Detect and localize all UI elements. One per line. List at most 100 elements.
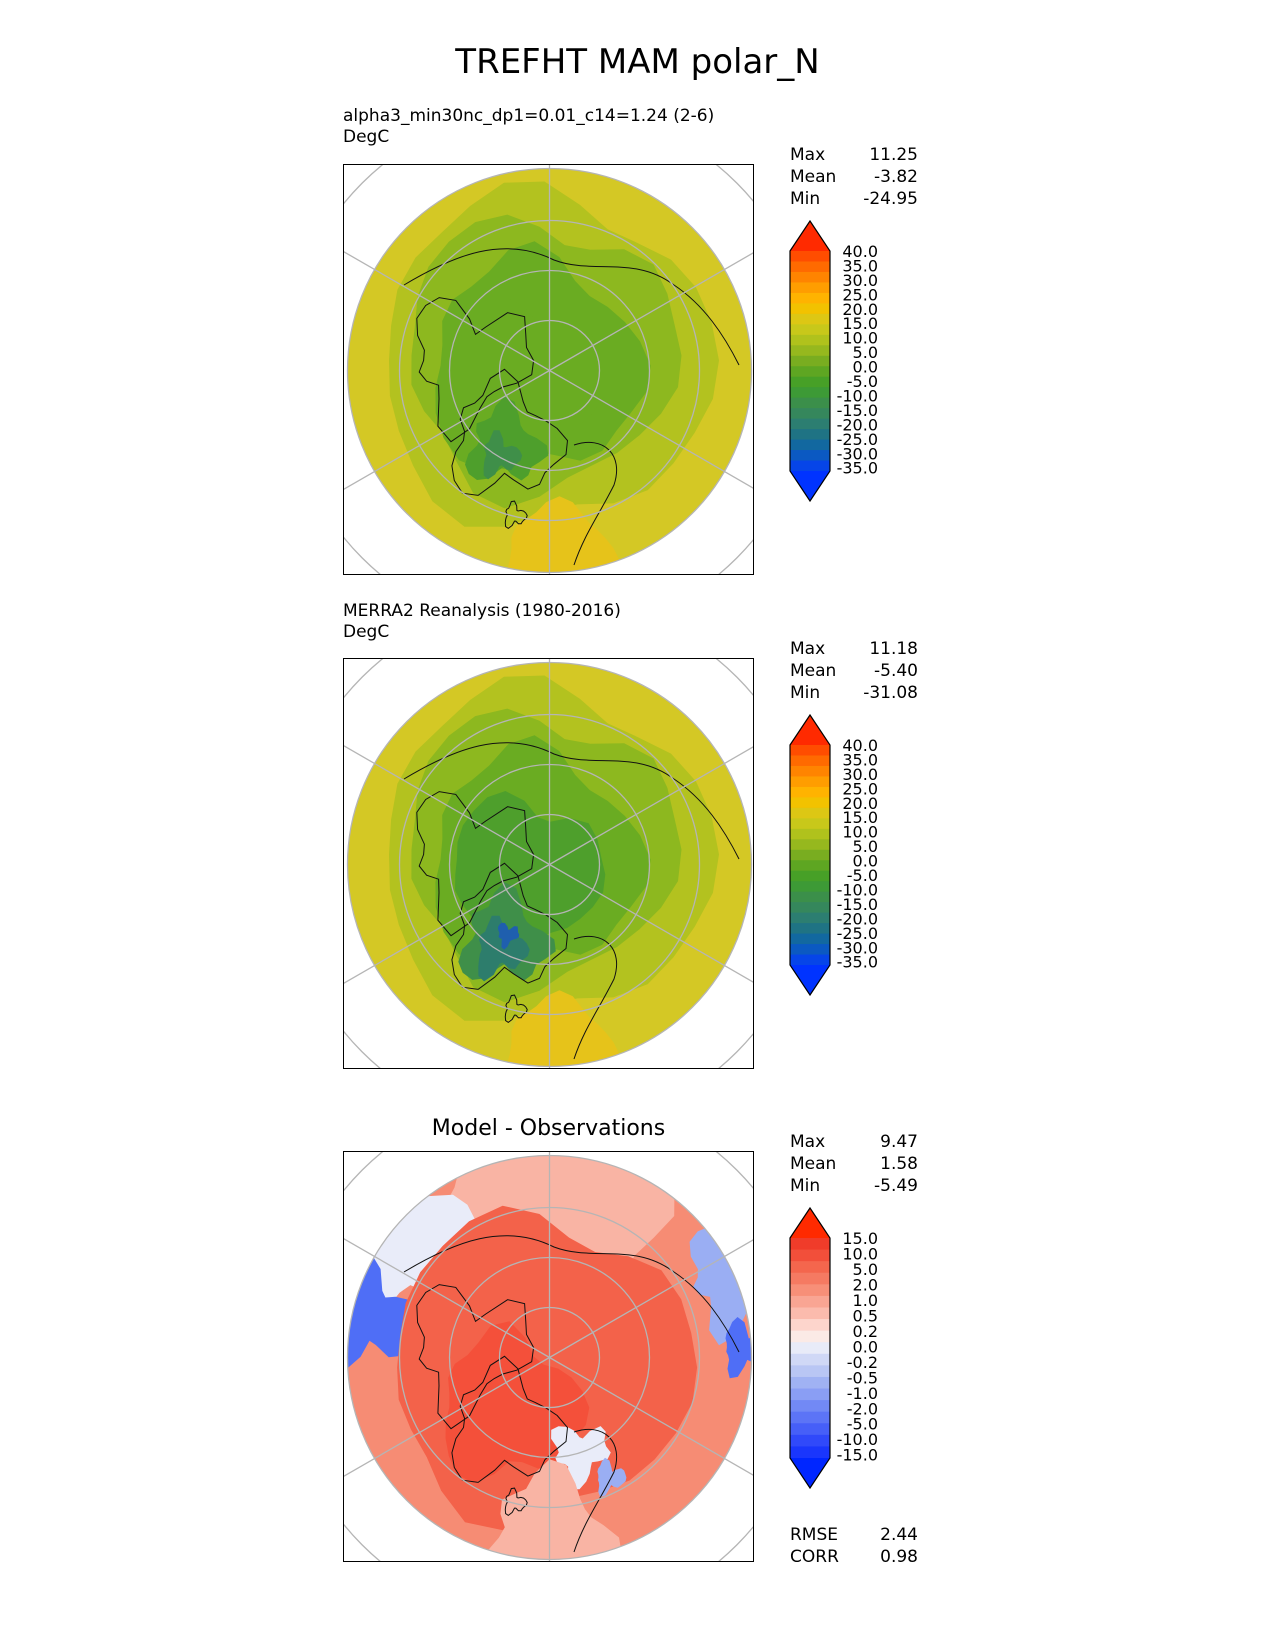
meridian-line [344, 251, 550, 372]
stat-mean-value: -5.40 [874, 661, 918, 681]
colorbar-bin [790, 1342, 830, 1355]
stats-diff-extra: RMSE 2.44 CORR 0.98 [790, 1524, 918, 1568]
colorbar-tick-label: 0.0 [853, 358, 878, 377]
colorbar-tick-label: 5.0 [853, 343, 878, 362]
colorbar-bin [790, 345, 830, 357]
colorbar-bin [790, 460, 830, 472]
colorbar-outline [789, 713, 831, 997]
stat-min-label: Min [790, 189, 821, 209]
colorbar-tick-label: -30.0 [837, 938, 878, 957]
panel-obs-units: DegC [343, 622, 390, 642]
archipelago-coastline [416, 791, 535, 937]
meridian-line [344, 1238, 550, 1359]
colorbar-bin [790, 1330, 830, 1343]
stat-max-label: Max [790, 639, 826, 659]
colorbar-bin [790, 1400, 830, 1413]
panel-model-units: DegC [343, 127, 390, 147]
colorbar-tick-label: -10.0 [837, 386, 878, 405]
stat-min-value: -31.08 [863, 683, 918, 703]
colorbar-upper-extension [790, 1208, 830, 1238]
stat-rmse-label: RMSE [790, 1525, 839, 1545]
colorbar-bin [790, 860, 830, 872]
colorbar-bin [790, 902, 830, 914]
colorbar-bin [790, 397, 830, 409]
colorbar-bin [790, 776, 830, 788]
archipelago-coastline [416, 1284, 535, 1430]
colorbar-bin [790, 1376, 830, 1390]
archipelago-coastline [416, 297, 535, 443]
scandinavia-coastline [573, 1428, 618, 1553]
stat-mean-value: -3.82 [874, 167, 918, 187]
colorbar-bin [790, 881, 830, 893]
colorbar-tick-label: 15.0 [842, 314, 878, 333]
colorbar-tick-label: 35.0 [842, 750, 878, 769]
stat-max-label: Max [790, 1132, 826, 1152]
meridian-line [344, 745, 550, 866]
stat-mean-label: Mean [790, 661, 837, 681]
meridian-line [344, 369, 550, 490]
eurasia-coastline [403, 742, 740, 860]
stat-min-label: Min [790, 683, 821, 703]
stat-min-label: Min [790, 1176, 821, 1196]
colorbar-bin [790, 797, 830, 809]
stats-diff: Max 9.47 Mean 1.58 Min -5.49 [790, 1131, 918, 1197]
colorbar-tick-label: 10.0 [842, 1244, 878, 1263]
colorbar-bin [790, 1307, 830, 1320]
stat-max-value: 11.25 [869, 145, 918, 165]
colorbar-bin [790, 282, 830, 294]
meridian-line [549, 369, 753, 489]
colorbar-bin [790, 1272, 830, 1285]
colorbar-outline [789, 1206, 831, 1490]
colorbar-bin [790, 1411, 830, 1424]
greenland-coastline [451, 1355, 569, 1483]
stat-rmse-value: 2.44 [880, 1525, 918, 1545]
colorbar-tick-label: -1.0 [847, 1384, 878, 1403]
iceland-coastline [504, 1487, 528, 1517]
colorbar-tick-label: 25.0 [842, 779, 878, 798]
colorbar-tick-label: -10.0 [837, 1430, 878, 1449]
colorbar-bin [790, 303, 830, 315]
stat-min-value: -5.49 [874, 1176, 918, 1196]
colorbar-swatches [790, 1208, 830, 1488]
colorbar-bin [790, 251, 830, 262]
colorbar-tick-label: -0.5 [847, 1368, 878, 1387]
stat-max-value: 11.18 [869, 639, 918, 659]
colorbar-tick-label: -5.0 [847, 1415, 878, 1434]
colorbar-tick-label: 0.0 [853, 852, 878, 871]
panel-diff-title: Model - Observations [431, 1116, 666, 1141]
panel-obs-header: MERRA2 Reanalysis (1980-2016) DegC [343, 601, 621, 643]
colorbar-bin [790, 313, 830, 325]
colorbar-bin [790, 1284, 830, 1297]
colorbar-bin [790, 944, 830, 956]
scandinavia-coastline [573, 935, 618, 1060]
colorbar-tick-label: 35.0 [842, 256, 878, 275]
colorbar-tick-label: 20.0 [842, 300, 878, 319]
colorbar-tick-label: -5.0 [847, 372, 878, 391]
colorbar-bin [790, 439, 830, 451]
colorbar-bin [790, 1261, 830, 1274]
colorbar-bin [790, 1434, 830, 1447]
colorbar-lower-extension [790, 965, 830, 995]
colorbar-bin [790, 839, 830, 851]
scandinavia-coastline [573, 441, 618, 566]
eurasia-coastline [403, 1235, 740, 1353]
colorbar-tick-label: -25.0 [837, 924, 878, 943]
colorbar-bin [790, 355, 830, 367]
iceland-coastline [504, 500, 528, 530]
map-diff [343, 1151, 754, 1562]
colorbar-bin [790, 376, 830, 388]
colorbar-tick-label: -15.0 [837, 401, 878, 420]
colorbar-diff: 15.0 10.0 5.0 2.0 1.0 0.5 0.2 0.0 -0.2 -0.5 -1.0 -2… [788, 1206, 918, 1512]
colorbar-tick-label: 5.0 [853, 837, 878, 856]
colorbar-bin [790, 807, 830, 819]
coastlines [403, 248, 740, 566]
stat-mean-value: 1.58 [880, 1154, 918, 1174]
graticule [344, 165, 753, 574]
colorbar-tick-label: -15.0 [837, 1446, 878, 1465]
colorbar-bin [790, 923, 830, 935]
colorbar-tick-label: 15.0 [842, 808, 878, 827]
colorbar-upper-extension [790, 221, 830, 251]
panel-obs-title: MERRA2 Reanalysis (1980-2016) [343, 601, 621, 621]
colorbar-bin [790, 755, 830, 767]
colorbar-tick-label: 25.0 [842, 285, 878, 304]
